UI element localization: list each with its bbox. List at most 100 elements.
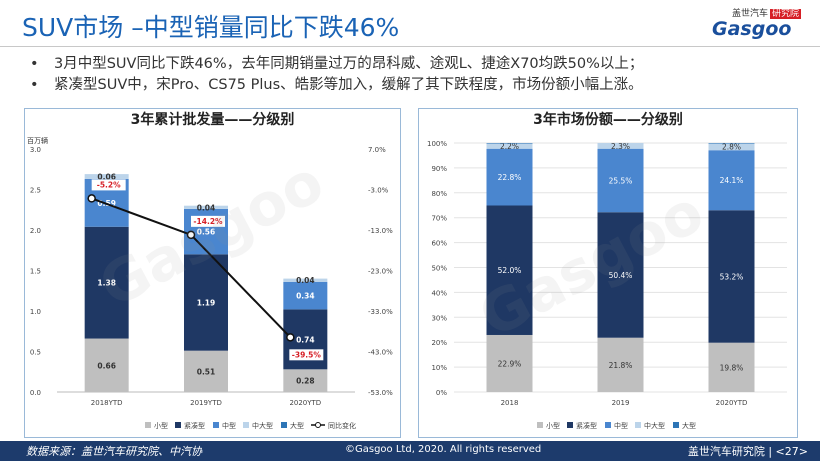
volume-chart-title: 3年累计批发量——分级别 (130, 112, 295, 128)
y-tick-label: 60% (431, 240, 447, 248)
data-label: 52.0% (498, 266, 522, 275)
bar-segment (597, 148, 644, 213)
x-tick-label: 2019YTD (190, 399, 222, 407)
volume-chart-panel: 3年累计批发量——分级别 百万辆 0.0 0.5 1.0 1.5 2.0 2.5 3.0 7.0… (24, 108, 401, 438)
bar-segment (597, 337, 644, 392)
title-divider (0, 46, 820, 47)
share-chart-title: 3年市场份额——分级别 (533, 112, 683, 128)
data-label: 0.04 (296, 276, 315, 285)
bar-segment (184, 350, 228, 392)
x-tick-label: 2018YTD (91, 399, 123, 407)
legend-marker (315, 422, 321, 428)
data-label: 21.8% (609, 361, 633, 370)
legend-swatch (567, 422, 573, 428)
data-label: 2.3% (611, 142, 630, 151)
data-label: 2.2% (500, 142, 519, 151)
footer-bar: 数据来源：盖世汽车研究院、中汽协 ©Gasgoo Ltd, 2020. All … (0, 441, 820, 461)
y-tick-label: 90% (431, 165, 447, 173)
legend-label: 中型 (222, 421, 236, 430)
data-label: 22.9% (498, 359, 522, 368)
legend-label: 同比变化 (328, 421, 356, 430)
legend-label: 中大型 (644, 421, 665, 430)
growth-label: -14.2% (193, 217, 223, 226)
legend-label: 大型 (290, 421, 304, 430)
data-label: 50.4% (609, 271, 633, 280)
legend-label: 紧凑型 (576, 421, 597, 430)
legend-swatch (175, 422, 181, 428)
y-tick-label: 100% (427, 140, 447, 148)
logo-top-text: 盖世汽车 (732, 9, 769, 19)
bullet-item: • 3月中型SUV同比下跌46%，去年同期销量过万的昂科威、途观L、捷途X70均跌… (30, 54, 643, 75)
y-tick-label: 20% (431, 339, 447, 347)
bar-segment (84, 174, 129, 179)
data-label: 0.56 (197, 228, 216, 237)
footer-copyright: ©Gasgoo Ltd, 2020. All rights reserved (345, 444, 542, 455)
data-label: 25.5% (609, 176, 633, 185)
growth-label-bg (289, 349, 324, 361)
y-tick-label: 80% (431, 190, 447, 198)
legend-swatch (537, 422, 543, 428)
legend-label: 大型 (682, 421, 696, 430)
bar-segment (708, 143, 755, 151)
y-tick-label: 0.0 (30, 389, 41, 397)
bar-segment (708, 150, 755, 211)
y-tick-label: 40% (431, 289, 447, 297)
legend-swatch (605, 422, 611, 428)
y-tick-label: 1.0 (30, 308, 41, 316)
bar-segment (486, 205, 533, 335)
data-label: 0.28 (296, 377, 315, 386)
bullet-text: 3月中型SUV同比下跌46%，去年同期销量过万的昂科威、途观L、捷途X70均跌5… (54, 56, 644, 72)
data-label: 0.04 (197, 203, 216, 212)
data-label: 22.8% (498, 173, 522, 182)
gasgoo-logo: 盖世汽车 研究院 Gasgoo (712, 6, 810, 42)
data-label: 19.8% (720, 363, 744, 372)
y2-tick-label: -13.0% (368, 227, 393, 235)
logo-wordmark: Gasgoo (712, 18, 792, 40)
growth-point (87, 194, 96, 203)
data-label: 1.19 (197, 298, 216, 307)
bar-segment (708, 210, 755, 343)
bar-segment (283, 281, 328, 310)
bar-segment (184, 254, 228, 351)
bar-segment (486, 148, 533, 206)
x-tick-label: 2020YTD (289, 399, 321, 407)
volume-chart: 百万辆 0.0 0.5 1.0 1.5 2.0 2.5 3.0 7.0% -3.0% -13.0% -… (27, 136, 393, 430)
footer-source: 数据来源：盖世汽车研究院、中汽协 (26, 445, 202, 458)
y-tick-label: 1.5 (30, 268, 41, 276)
legend-label: 紧凑型 (184, 421, 205, 430)
y-tick-label: 0.5 (30, 349, 41, 357)
share-chart-panel: 3年市场份额——分级别 0% 10% 20% 30% 40% 50% 60% 70% 80% 90… (418, 108, 798, 438)
y-tick-label: 50% (431, 265, 447, 273)
legend-label: 中型 (614, 421, 628, 430)
y2-tick-label: -23.0% (368, 268, 393, 276)
x-tick-label: 2018 (501, 399, 519, 407)
y-tick-label: 0% (436, 389, 447, 397)
y2-tick-label: -53.0% (368, 389, 393, 397)
y-tick-label: 30% (431, 314, 447, 322)
y2-tick-label: -43.0% (368, 349, 393, 357)
data-label: 0.74 (296, 335, 315, 344)
bullet-dot: • (30, 56, 39, 72)
footer-page-number: 盖世汽车研究院 | <27> (687, 445, 808, 458)
bar-segment (184, 205, 228, 209)
y-tick-label: 3.0 (30, 146, 41, 154)
bar-segment (84, 338, 129, 392)
legend-swatch (635, 422, 641, 428)
bar-segment (597, 143, 644, 149)
data-label: 1.38 (97, 279, 116, 288)
bar-segment (486, 334, 533, 392)
growth-label-bg (191, 215, 225, 227)
data-label: 0.66 (97, 361, 116, 370)
bullet-text: 紧凑型SUV中，宋Pro、CS75 Plus、皓影等加入，缓解了其下跌程度，市场… (54, 77, 643, 93)
legend-swatch (145, 422, 151, 428)
data-label: 0.34 (296, 292, 315, 301)
y-tick-label: 70% (431, 215, 447, 223)
legend-label: 小型 (154, 421, 168, 430)
data-label: 2.8% (722, 143, 741, 152)
bullet-item: • 紧凑型SUV中，宋Pro、CS75 Plus、皓影等加入，缓解了其下跌程度，市… (30, 75, 643, 96)
bar-segment (486, 143, 533, 144)
legend-label: 中大型 (252, 421, 273, 430)
bullet-dot: • (30, 77, 39, 93)
logo-tag: 研究院 (770, 9, 802, 19)
y2-tick-label: 7.0% (368, 146, 386, 154)
